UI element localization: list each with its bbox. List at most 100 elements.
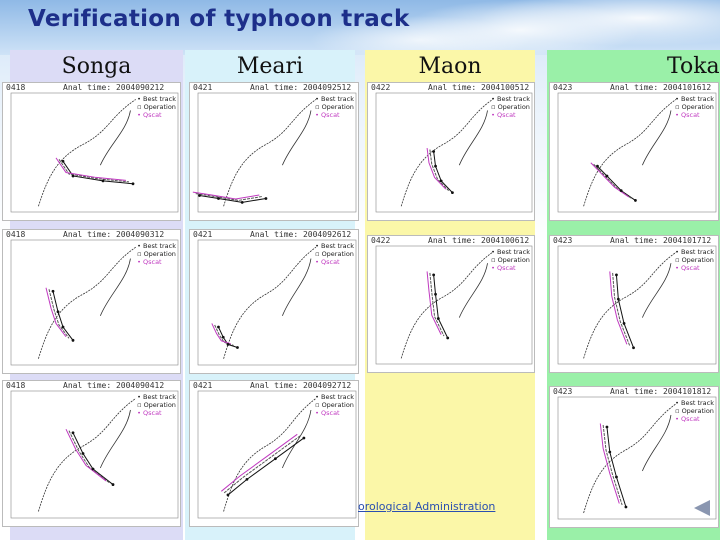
track-map-svg xyxy=(375,245,533,365)
track-point xyxy=(61,159,65,163)
legend-best: • Best track xyxy=(315,242,354,250)
best-track-line xyxy=(218,326,238,348)
column-header-meari: Meari xyxy=(185,50,355,82)
track-point xyxy=(624,505,628,509)
track-point xyxy=(274,457,277,461)
qscat-track-line xyxy=(45,287,67,338)
slide-title: Verification of typhoon track xyxy=(28,6,410,32)
analysis-time-label: Anal time: 2004092512 xyxy=(250,83,352,92)
legend-operation: ▫ Operation xyxy=(137,250,176,258)
legend-best: • Best track xyxy=(137,95,176,103)
coastline xyxy=(583,99,677,207)
track-point xyxy=(217,325,220,329)
storm-id-label: 0421 xyxy=(193,230,213,239)
track-point xyxy=(245,477,249,481)
track-map-panel: 0418 Anal time: 2004090212 • Best track ▫ O… xyxy=(2,82,181,221)
legend-operation: ▫ Operation xyxy=(315,250,354,258)
best-track-line xyxy=(199,195,267,203)
coastline-islands xyxy=(642,110,672,166)
legend-operation: ▫ Operation xyxy=(675,256,714,264)
track-point xyxy=(221,335,225,339)
legend-qscat: • Qscat xyxy=(137,258,162,266)
map-frame xyxy=(197,92,357,213)
track-map-svg xyxy=(557,245,717,365)
map-frame xyxy=(557,92,717,213)
track-map-panel: 0421 Anal time: 2004092512 • Best track ▫ O… xyxy=(189,82,359,221)
coastline-islands xyxy=(99,409,131,469)
coastline-islands xyxy=(99,110,131,166)
storm-id-label: 0418 xyxy=(6,230,26,239)
map-frame xyxy=(375,245,533,365)
qscat-track-line xyxy=(211,323,231,345)
coastline xyxy=(223,398,317,512)
footer-link[interactable]: orological Administration xyxy=(358,500,496,513)
track-point xyxy=(51,289,55,293)
coastline-islands xyxy=(642,414,672,472)
legend-qscat: • Qscat xyxy=(315,258,340,266)
coastline-islands xyxy=(282,110,312,166)
coastline xyxy=(400,251,493,359)
track-map-panel: 0421 Anal time: 2004092712 • Best track ▫ O… xyxy=(189,380,359,527)
legend-best: • Best track xyxy=(675,399,714,407)
track-point xyxy=(632,346,635,350)
track-point xyxy=(434,164,437,168)
map-frame xyxy=(197,390,357,519)
storm-id-label: 0421 xyxy=(193,83,213,92)
track-point xyxy=(264,197,268,200)
storm-id-label: 0423 xyxy=(553,83,573,92)
operation-track-line xyxy=(612,272,631,346)
coastline-islands xyxy=(282,258,312,316)
map-frame xyxy=(557,245,717,365)
operation-track-line xyxy=(48,289,70,339)
best-track-line xyxy=(52,291,74,341)
operation-track-line xyxy=(429,272,445,337)
legend-qscat: • Qscat xyxy=(675,111,700,119)
empty-panel-band xyxy=(367,378,533,396)
track-point xyxy=(615,475,618,479)
track-point xyxy=(198,194,201,197)
coastline-islands xyxy=(458,263,488,318)
track-point xyxy=(605,425,609,429)
track-legend: • Best track ▫ Operation • Qscat xyxy=(315,242,354,266)
analysis-time-label: Anal time: 2004090312 xyxy=(63,230,165,239)
previous-slide-arrow-icon[interactable] xyxy=(694,500,710,516)
storm-id-label: 0422 xyxy=(371,236,391,245)
track-map-panel: 0422 Anal time: 2004100512 • Best track ▫ O… xyxy=(367,82,535,221)
track-map-panel: 0418 Anal time: 2004090312 • Best track ▫ O… xyxy=(2,229,181,374)
map-frame xyxy=(10,239,179,366)
legend-best: • Best track xyxy=(675,95,714,103)
track-map-svg xyxy=(10,390,179,519)
qscat-track-line xyxy=(221,433,298,492)
sky-background xyxy=(0,0,720,55)
qscat-track-line xyxy=(426,271,442,335)
track-point xyxy=(217,197,220,200)
legend-qscat: • Qscat xyxy=(137,111,162,119)
operation-track-line xyxy=(58,159,130,183)
track-point xyxy=(302,436,306,440)
legend-operation: ▫ Operation xyxy=(491,103,530,111)
track-legend: • Best track ▫ Operation • Qscat xyxy=(137,242,176,266)
track-legend: • Best track ▫ Operation • Qscat xyxy=(137,393,176,417)
coastline-islands xyxy=(99,258,131,316)
legend-best: • Best track xyxy=(491,248,530,256)
best-track-line xyxy=(62,161,134,185)
column-header-maon: Maon xyxy=(365,50,535,82)
qscat-track-line xyxy=(65,428,107,482)
storm-id-label: 0423 xyxy=(553,387,573,396)
legend-qscat: • Qscat xyxy=(491,264,516,272)
track-point xyxy=(226,493,230,497)
legend-operation: ▫ Operation xyxy=(675,407,714,415)
track-legend: • Best track ▫ Operation • Qscat xyxy=(675,399,714,423)
track-point xyxy=(236,346,239,349)
track-point xyxy=(81,452,85,455)
analysis-time-label: Anal time: 2004090212 xyxy=(63,83,165,92)
qscat-track-line xyxy=(192,191,260,200)
track-point xyxy=(111,483,115,486)
column-header-songa: Songa xyxy=(10,50,183,82)
track-map-svg xyxy=(197,239,357,366)
track-point xyxy=(451,191,454,194)
coastline xyxy=(223,246,317,359)
track-point xyxy=(101,179,105,183)
coastline-islands xyxy=(642,263,672,318)
legend-best: • Best track xyxy=(137,242,176,250)
